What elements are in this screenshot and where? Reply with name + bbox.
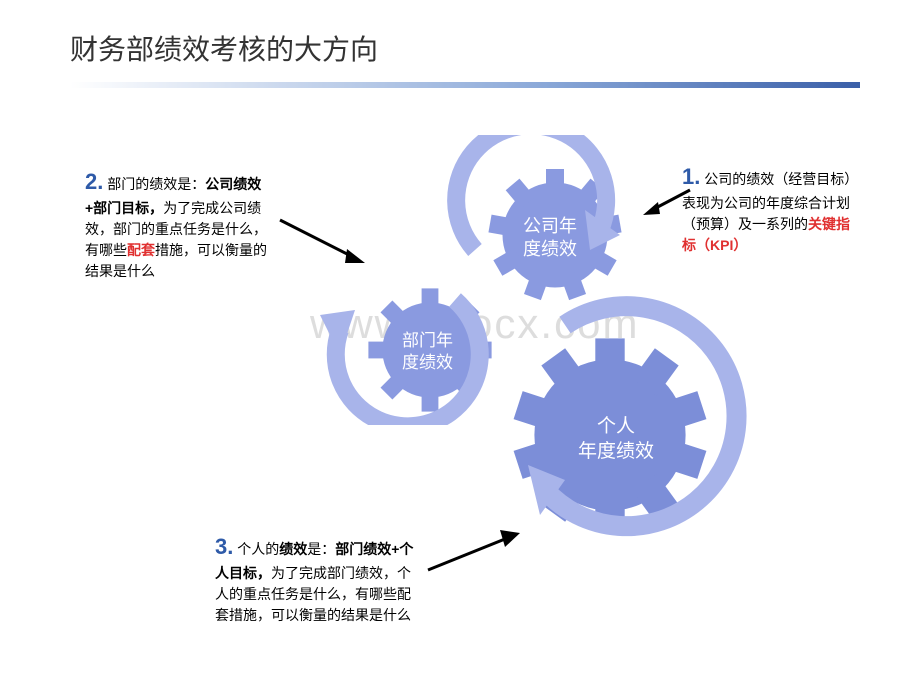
gear-dept-label: 部门年度绩效: [402, 330, 453, 374]
page-title: 财务部绩效考核的大方向: [70, 28, 378, 68]
text-block-2: 2. 部门的绩效是：公司绩效+部门目标，为了完成公司绩效，部门的重点任务是什么，…: [85, 165, 270, 282]
gear-person-label: 个人年度绩效: [578, 415, 654, 464]
text-block-1: 1. 公司的绩效（经营目标）表现为公司的年度综合计划（预算）及一系列的关键指标（…: [682, 160, 862, 256]
title-divider: [70, 82, 860, 88]
curve-arrow-dept: [310, 265, 490, 425]
arrow-to-gear-person: [420, 525, 530, 580]
arrow-to-gear-dept: [275, 210, 375, 270]
text-block-3: 3. 个人的绩效是：部门绩效+个人目标，为了完成部门绩效，个人的重点任务是什么，…: [215, 530, 415, 626]
gear-company-label: 公司年度绩效: [523, 215, 577, 262]
